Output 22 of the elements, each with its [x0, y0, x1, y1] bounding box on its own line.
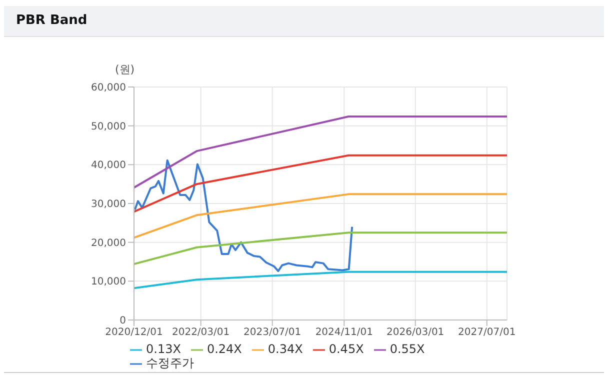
x-tick-label: 2020/12/01: [105, 327, 163, 338]
y-tick-label: 30,000: [91, 199, 126, 210]
legend-label: 0.34X: [268, 342, 303, 356]
x-tick-label: 2023/07/01: [244, 327, 302, 338]
x-tick-label: 2024/11/01: [315, 327, 373, 338]
x-tick-label: 2026/03/01: [386, 327, 444, 338]
x-tick-label: 2027/07/01: [458, 327, 516, 338]
legend-label: 0.24X: [206, 342, 242, 356]
legend-label: 수정주가: [146, 356, 194, 370]
legend-label: 0.13X: [146, 342, 181, 356]
y-tick-label: 40,000: [91, 160, 126, 172]
line-series: [134, 159, 354, 272]
legend-label: 0.55X: [390, 342, 425, 356]
x-tick-label: 2022/03/01: [172, 327, 230, 338]
legend-label: 0.45X: [328, 342, 364, 356]
y-axis-title: (원): [115, 62, 135, 77]
y-tick-label: 0: [120, 316, 126, 327]
y-tick-label: 20,000: [91, 238, 126, 249]
y-tick-label: 60,000: [91, 82, 126, 94]
y-tick-label: 50,000: [91, 121, 126, 132]
chart-title: PBR Band: [16, 13, 88, 28]
y-tick-label: 10,000: [91, 276, 126, 288]
